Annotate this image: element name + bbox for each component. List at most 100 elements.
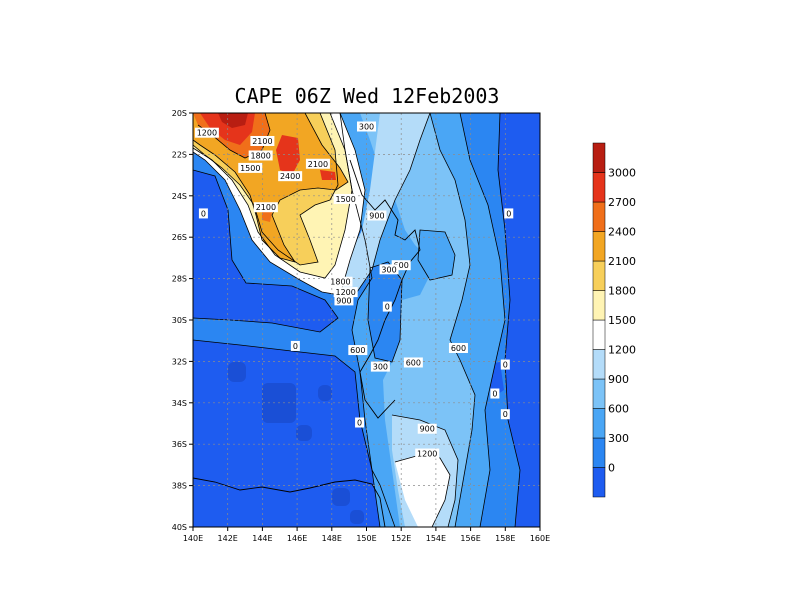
field-band-300-600-inner bbox=[418, 230, 455, 280]
x-tick-label: 156E bbox=[460, 534, 480, 543]
colorbar-swatch bbox=[592, 378, 606, 409]
contour-label: 1200 bbox=[336, 288, 356, 297]
field-band-600-900 bbox=[360, 113, 475, 527]
field-blob-3 bbox=[318, 385, 332, 401]
colorbar-label: 600 bbox=[608, 403, 629, 416]
field-blob-6 bbox=[350, 510, 364, 524]
contour-label: 600 bbox=[451, 344, 466, 353]
x-tick-label: 146E bbox=[287, 534, 307, 543]
contour-label: 300 bbox=[373, 363, 388, 372]
y-axis: 20S 22S 24S 26S 28S 30S 32S 34S 36S 38S 40S bbox=[172, 109, 193, 532]
field-band-900-1200 bbox=[340, 113, 430, 305]
coastline-south bbox=[193, 477, 386, 527]
contour-label-bg bbox=[391, 260, 411, 271]
contour-label-bg bbox=[305, 158, 330, 169]
contour-label-bg bbox=[500, 409, 510, 420]
colorbar: 0 300 600 900 1200 1500 1800 2100 2400 2700 3000 bbox=[592, 142, 636, 498]
contour-label: 2100 bbox=[308, 160, 328, 169]
contour-label: 900 bbox=[420, 425, 435, 434]
contour-label-bg bbox=[415, 448, 440, 459]
contour-label: 0 bbox=[492, 390, 497, 399]
contour-label-bg bbox=[334, 295, 354, 306]
field-blob-2 bbox=[228, 362, 246, 382]
contour-label: 0 bbox=[503, 361, 508, 370]
contour-label: 600 bbox=[394, 261, 409, 270]
contour-lines bbox=[193, 113, 521, 527]
field-low-south bbox=[193, 340, 395, 527]
field-band-above-3000 bbox=[218, 113, 248, 128]
y-tick-label: 20S bbox=[172, 109, 187, 118]
contour-label-bg bbox=[248, 150, 273, 161]
contour-label-bg bbox=[253, 202, 278, 213]
contour-label: 1500 bbox=[336, 195, 356, 204]
y-tick-label: 32S bbox=[172, 357, 187, 366]
contour-label-bg bbox=[370, 361, 390, 372]
colorbar-swatch bbox=[592, 349, 606, 380]
colorbar-label: 3000 bbox=[608, 167, 636, 180]
colorbar-swatch bbox=[592, 290, 606, 321]
contour-label-bg bbox=[382, 301, 392, 312]
field-band-2700-3000-east bbox=[320, 170, 336, 180]
contour-label: 2100 bbox=[252, 137, 272, 146]
y-tick-label: 28S bbox=[172, 275, 187, 284]
y-tick-label: 40S bbox=[172, 523, 187, 532]
contour-label-bg bbox=[448, 342, 468, 353]
field-band-2700-3000-center bbox=[276, 135, 300, 175]
colorbar-label: 900 bbox=[608, 373, 629, 386]
colorbar-swatch bbox=[592, 142, 606, 173]
contour-label: 2100 bbox=[256, 203, 276, 212]
colorbar-swatch bbox=[592, 408, 606, 439]
contour-label-bg bbox=[333, 193, 358, 204]
contour-label-bg bbox=[238, 162, 263, 173]
y-tick-label: 26S bbox=[172, 233, 187, 242]
x-tick-label: 148E bbox=[322, 534, 342, 543]
contour-label-bg bbox=[198, 208, 208, 219]
colorbar-label: 1200 bbox=[608, 344, 636, 357]
colorbar-swatch bbox=[592, 437, 606, 468]
y-tick-label: 30S bbox=[172, 316, 187, 325]
colorbar-swatch bbox=[592, 260, 606, 291]
colorbar-label: 1800 bbox=[608, 285, 636, 298]
colorbar-swatch bbox=[592, 172, 606, 203]
colorbar-label: 2100 bbox=[608, 255, 636, 268]
contour-label-bg bbox=[367, 210, 387, 221]
contour-label-bg bbox=[500, 359, 510, 370]
x-tick-label: 152E bbox=[391, 534, 411, 543]
contour-label: 0 bbox=[506, 209, 511, 218]
contour-label: 1500 bbox=[240, 164, 260, 173]
contour-label-bg bbox=[290, 340, 300, 351]
x-axis: 140E 142E 144E 146E 148E 150E 152E 154E 156E 158E… bbox=[183, 527, 550, 543]
contour-label: 2400 bbox=[280, 172, 300, 181]
contour-label-bg bbox=[357, 121, 376, 132]
colorbar-label: 2400 bbox=[608, 226, 636, 239]
contour-label-bg bbox=[333, 287, 358, 298]
y-tick-label: 36S bbox=[172, 440, 187, 449]
field-blob-5 bbox=[332, 488, 350, 506]
x-tick-label: 150E bbox=[356, 534, 376, 543]
contour-label: 0 bbox=[503, 410, 508, 419]
contour-label: 300 bbox=[359, 122, 374, 131]
contour-label: 1800 bbox=[250, 151, 270, 160]
contour-label: 300 bbox=[381, 265, 396, 274]
colorbar-label: 1500 bbox=[608, 314, 636, 327]
x-tick-label: 154E bbox=[426, 534, 446, 543]
contour-label: 1200 bbox=[417, 450, 437, 459]
colorbar-label: 2700 bbox=[608, 196, 636, 209]
x-tick-label: 144E bbox=[252, 534, 272, 543]
contour-label: 1200 bbox=[197, 129, 217, 138]
x-tick-label: 158E bbox=[495, 534, 515, 543]
colorbar-swatch bbox=[592, 467, 606, 498]
contour-label-bg bbox=[504, 208, 514, 219]
contour-label: 0 bbox=[357, 419, 362, 428]
contour-label-bg bbox=[278, 171, 303, 182]
contour-labels: 1200 2100 1800 1500 2400 2100 300 1500 2100 0 900 0… bbox=[194, 121, 514, 459]
contour-label-bg bbox=[348, 345, 368, 356]
contour-label-bg bbox=[250, 135, 275, 146]
y-tick-label: 22S bbox=[172, 150, 187, 159]
colorbar-label: 300 bbox=[608, 432, 629, 445]
contour-label: 0 bbox=[293, 342, 298, 351]
contour-label: 600 bbox=[350, 346, 365, 355]
contour-label-bg bbox=[355, 417, 365, 428]
contour-label: 0 bbox=[385, 303, 390, 312]
contour-label-bg bbox=[328, 276, 353, 287]
